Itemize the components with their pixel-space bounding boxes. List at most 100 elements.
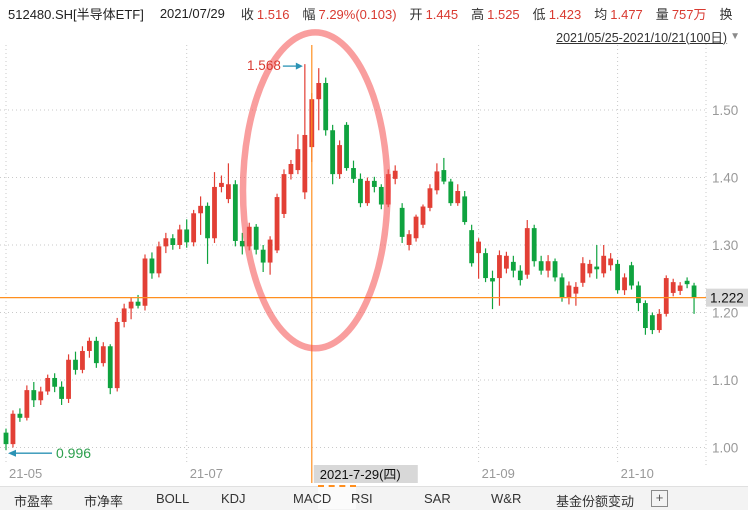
candle-body <box>219 182 224 187</box>
candle-body <box>191 213 197 243</box>
candle-body <box>365 180 370 204</box>
date-range-label[interactable]: 2021/05/25-2021/10/21(100日) <box>556 30 728 45</box>
candle-body <box>246 226 252 247</box>
x-axis-label: 21-05 <box>9 466 42 481</box>
quote-field-close: 收 1.516 <box>240 6 290 22</box>
candle-body <box>441 170 447 182</box>
tab-wr[interactable]: W&R <box>491 491 522 506</box>
candle-body <box>267 239 273 263</box>
candle-body <box>649 315 655 331</box>
candle-body <box>351 168 356 179</box>
candle-body <box>80 350 85 370</box>
price-annotation: 1.568 <box>247 58 281 73</box>
candle-body <box>121 308 127 322</box>
price-badge <box>706 288 748 307</box>
add-indicator-button[interactable]: + <box>651 490 668 507</box>
candle-body <box>281 174 287 214</box>
candle-body <box>260 249 266 263</box>
candle-body <box>594 266 600 270</box>
candle-body <box>677 285 683 291</box>
candle-body <box>184 229 190 243</box>
candle-body <box>608 258 614 266</box>
candle-body <box>691 285 697 298</box>
quote-field-high: 高 1.525 <box>471 6 520 22</box>
date-range-selector[interactable]: 2021/05/25-2021/10/21(100日) ▼ <box>556 28 740 45</box>
candle-body <box>684 280 690 285</box>
candle-body <box>344 124 349 169</box>
candle-body <box>413 216 419 239</box>
tab-macd[interactable]: MACD <box>293 491 332 506</box>
candle-body <box>490 278 495 282</box>
quote-field-volume: 量 757万 <box>655 6 707 22</box>
candle-body <box>622 277 627 291</box>
candle-body <box>205 205 210 239</box>
price-annotation: 0.996 <box>56 445 91 461</box>
tab-rsi[interactable]: RSI <box>351 491 373 506</box>
date-badge-label: 2021-7-29(四) <box>320 467 401 482</box>
candle-body <box>587 263 593 274</box>
candle-body <box>406 234 412 245</box>
candle-body <box>517 270 523 281</box>
pane-splitter-grip[interactable] <box>318 485 356 509</box>
candle-body <box>462 196 468 223</box>
quote-field-avg: 均 1.477 <box>594 6 643 22</box>
candle-body <box>434 171 440 191</box>
tab-fund-shares[interactable]: 基金份额变动 <box>556 494 635 509</box>
y-axis-label: 1.10 <box>712 373 738 388</box>
candle-body <box>170 238 176 245</box>
candle-body <box>38 391 44 401</box>
date-badge <box>313 465 418 483</box>
symbol-name: 512480.SH[半导体ETF] <box>8 6 144 22</box>
indicator-toolbar: 市盈率 市净率 BOLL KDJ MACD RSI SAR W&R 基金份额变动… <box>0 485 748 510</box>
candle-body <box>427 188 433 208</box>
candle-body <box>371 180 377 187</box>
candle-body <box>538 261 544 271</box>
candle-body <box>580 263 586 283</box>
candle-body <box>253 226 259 250</box>
candle-body <box>420 206 426 225</box>
quote-topbar: 512480.SH[半导体ETF] 2021/07/29 收 1.516 幅 7.2… <box>0 0 748 26</box>
candle-body <box>45 377 51 392</box>
candle-body <box>448 181 454 204</box>
candle-body <box>66 359 71 399</box>
candle-body <box>274 197 280 251</box>
tab-sar[interactable]: SAR <box>424 491 451 506</box>
candle-body <box>142 258 148 306</box>
tab-kdj[interactable]: KDJ <box>221 491 246 506</box>
candlestick-chart[interactable]: 1.50 1.40 1.30 1.20 1.10 1.00 21-05 21-07 21-09 2… <box>0 0 748 487</box>
candle-body <box>656 313 662 331</box>
candle-body <box>135 301 141 306</box>
y-axis-label: 1.40 <box>712 171 738 186</box>
candle-body <box>615 263 620 291</box>
candle-body <box>573 286 579 294</box>
candle-body <box>24 390 30 418</box>
candle-body <box>156 246 162 274</box>
candle-body <box>226 184 231 200</box>
candle-body <box>358 178 363 204</box>
quote-field-change: 幅 7.29%(0.103) <box>302 6 397 22</box>
candle-body <box>469 230 475 264</box>
candle-body <box>232 184 238 241</box>
candle-body <box>455 191 461 204</box>
tab-boll[interactable]: BOLL <box>156 491 190 506</box>
candle-body <box>198 205 203 214</box>
tab-pb-ratio[interactable]: 市净率 <box>84 494 124 509</box>
candle-body <box>114 321 120 389</box>
candle-body <box>629 265 634 286</box>
x-axis-label: 21-10 <box>621 466 654 481</box>
tab-pe-ratio[interactable]: 市盈率 <box>14 494 54 509</box>
candle-body <box>31 390 37 401</box>
candle-body <box>483 253 488 279</box>
quote-field-open: 开 1.445 <box>409 6 459 22</box>
hand-drawn-ellipse-annotation <box>239 29 391 352</box>
candle-body <box>212 186 217 239</box>
candle-body <box>52 377 58 387</box>
candle-body <box>93 340 99 364</box>
candle-body <box>59 386 64 399</box>
candle-body <box>323 83 329 131</box>
candle-body <box>663 278 669 314</box>
candle-body <box>566 285 572 298</box>
candle-body <box>73 359 78 370</box>
candle-body <box>524 228 530 275</box>
candle-body <box>17 413 23 418</box>
